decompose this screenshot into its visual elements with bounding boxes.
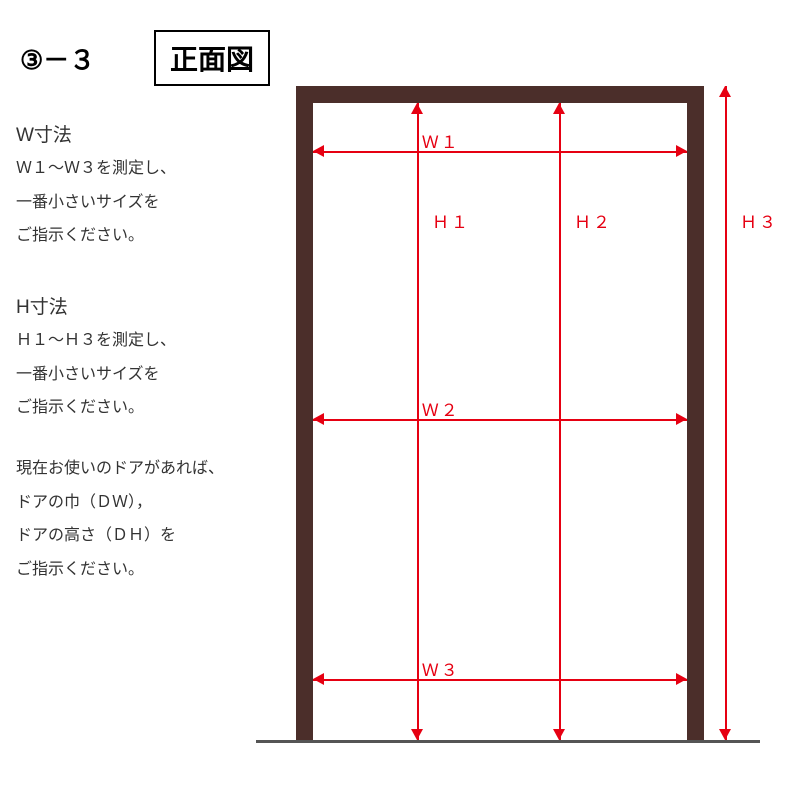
door-frame-left [296,86,313,740]
h-dimension-body: Ｈ１～Ｈ３を測定し、一番小さいサイズをご指示ください。 [16,324,176,425]
arrowhead-icon [411,103,423,114]
arrowhead-icon [719,729,731,740]
arrowhead-icon [313,413,324,425]
dim-label-W3: Ｗ３ [418,656,464,681]
arrowhead-icon [313,145,324,157]
arrowhead-icon [313,673,324,685]
door-frame-top [296,86,704,103]
dim-label-H3: Ｈ３ [736,208,782,233]
title-box: 正面図 [154,30,270,86]
dimension-line [417,103,419,740]
dim-label-W2: Ｗ２ [418,396,464,421]
dim-label-H1: Ｈ１ [428,208,474,233]
dim-label-H2: Ｈ２ [570,208,616,233]
arrowhead-icon [676,673,687,685]
arrowhead-icon [553,103,565,114]
w-dimension-body: Ｗ１～Ｗ３を測定し、一番小さいサイズをご指示ください。 [16,152,176,253]
door-note-body: 現在お使いのドアがあれば、ドアの巾（ＤＷ），ドアの高さ（ＤＨ）をご指示ください。 [16,452,224,586]
dimension-line [313,419,687,421]
dimension-line [313,151,687,153]
arrowhead-icon [411,729,423,740]
arrowhead-icon [719,86,731,97]
dim-label-W1: Ｗ１ [418,128,464,153]
w-dimension-heading: W寸法 [16,120,72,147]
dimension-line [559,103,561,740]
floor-line [256,740,760,743]
h-dimension-heading: H寸法 [16,292,68,319]
dimension-line [725,86,727,740]
arrowhead-icon [553,729,565,740]
arrowhead-icon [676,413,687,425]
door-frame-right [687,86,704,740]
arrowhead-icon [676,145,687,157]
section-number: ③－３ [20,40,95,77]
dimension-line [313,679,687,681]
